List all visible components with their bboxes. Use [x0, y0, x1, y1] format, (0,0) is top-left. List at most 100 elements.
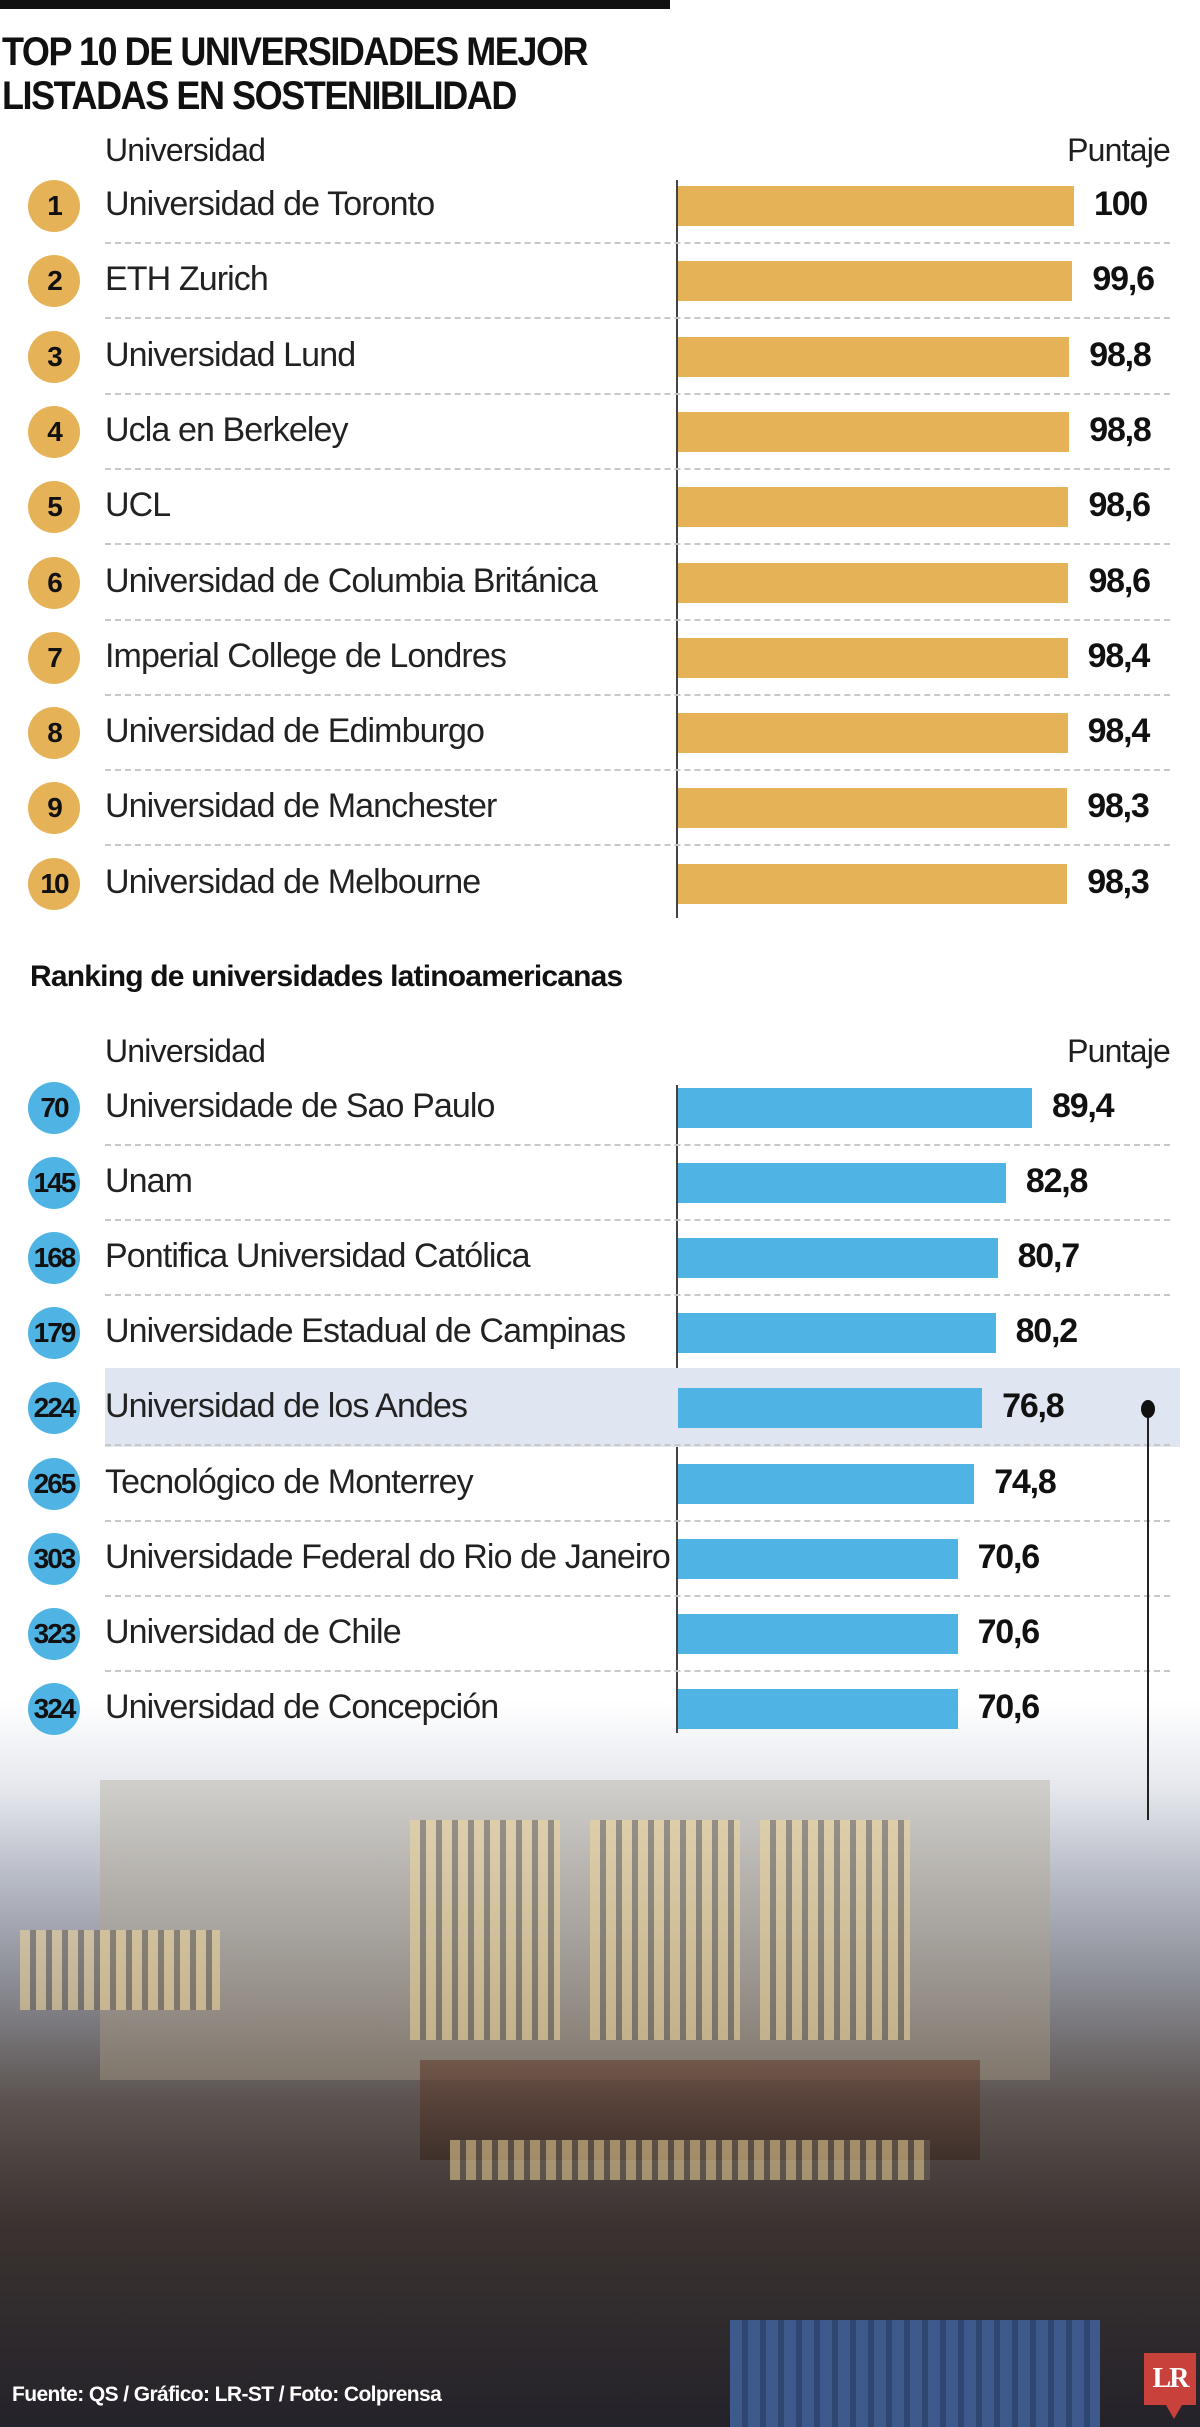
bar [678, 1463, 975, 1504]
bar-value-label: 76,8 [1002, 1387, 1065, 1426]
bar-value-label: 98,4 [1087, 636, 1151, 675]
bar-row: 9 Universidad de Manchester 98,3 [0, 770, 1200, 847]
row-separator [105, 1444, 1170, 1447]
bar [678, 1388, 983, 1429]
bar [678, 1163, 1006, 1204]
bar [678, 1613, 958, 1654]
university-name: UCL [105, 486, 171, 525]
lr-logo-text: LR [1152, 2363, 1190, 2394]
university-name: Universidad de Edimburgo [105, 712, 485, 751]
bar-row: 324 Universidad de Concepción 70,6 [0, 1671, 1200, 1746]
bar [678, 637, 1068, 678]
row-separator [105, 1294, 1170, 1297]
column-header-universidad: Universidad [105, 132, 266, 168]
chart-1-axis [676, 180, 678, 918]
bar-row: 3 Universidad Lund 98,8 [0, 319, 1200, 395]
title-line-2: LISTADAS EN SOSTENIBILIDAD [2, 74, 517, 118]
bar-row: 224 Universidad de los Andes 76,8 [0, 1368, 1200, 1448]
university-name: Ucla en Berkeley [105, 410, 349, 449]
bar-value-label: 89,4 [1052, 1087, 1115, 1125]
university-name: Universidade Estadual de Campinas [105, 1312, 626, 1351]
bar-value-label: 82,8 [1025, 1162, 1089, 1201]
bar [678, 336, 1070, 377]
university-name: Universidad de Columbia Británica [105, 561, 598, 600]
bar [678, 186, 1074, 226]
lr-logo: LR [1144, 2353, 1196, 2419]
university-name: Universidad de Melbourne [105, 862, 481, 901]
bar [678, 1538, 958, 1579]
row-separator [105, 618, 1170, 621]
rank-badge: 179 [28, 1307, 80, 1360]
bar-row: 10 Universidad de Melbourne 98,3 [0, 846, 1200, 921]
rank-badge: 7 [28, 631, 80, 684]
pointer-dot [1141, 1400, 1155, 1418]
bar-value-label: 100 [1094, 185, 1148, 223]
bar-row: 2 ETH Zurich 99,6 [0, 243, 1200, 320]
column-header-puntaje-2: Puntaje [1067, 1033, 1171, 1069]
row-separator [105, 1144, 1170, 1146]
rank-badge: 1 [28, 180, 80, 232]
bar-row: 179 Universidade Estadual de Campinas 80,2 [0, 1295, 1200, 1372]
bar [678, 788, 1068, 829]
rank-badge: 303 [28, 1532, 80, 1585]
rank-badge: 265 [28, 1457, 80, 1510]
rank-badge: 6 [28, 556, 80, 609]
chart-2-title: Ranking de universidades latinoamericana… [30, 960, 623, 993]
bar-row: 145 Unam 82,8 [0, 1145, 1200, 1222]
bar-value-label: 98,8 [1089, 410, 1152, 449]
row-separator [105, 1519, 1170, 1522]
row-separator [105, 1594, 1170, 1597]
university-name: Imperial College de Londres [105, 636, 507, 675]
column-header-universidad-2: Universidad [105, 1033, 266, 1069]
bar-row: 168 Pontifica Universidad Católica 80,7 [0, 1220, 1200, 1297]
rank-badge: 4 [28, 405, 80, 458]
row-separator [105, 467, 1170, 470]
row-separator [105, 1219, 1170, 1222]
university-name: Universidad de Chile [105, 1612, 402, 1651]
row-separator [105, 317, 1170, 320]
bar-value-label: 70,6 [977, 1537, 1041, 1576]
pointer-line [1147, 1410, 1149, 1820]
rank-badge: 2 [28, 255, 80, 308]
university-name: Universidade de Sao Paulo [105, 1087, 495, 1125]
rank-badge: 8 [28, 707, 80, 760]
bar-row: 70 Universidade de Sao Paulo 89,4 [0, 1070, 1200, 1146]
bar [678, 562, 1069, 603]
bar [678, 863, 1068, 904]
roof [730, 2320, 1100, 2427]
bar-value-label: 80,2 [1015, 1312, 1079, 1351]
bar-row: 265 Tecnológico de Monterrey 74,8 [0, 1446, 1200, 1522]
bar-value-label: 80,7 [1017, 1237, 1081, 1276]
row-separator [105, 543, 1170, 546]
row-separator [105, 242, 1170, 244]
university-name: Pontifica Universidad Católica [105, 1237, 531, 1276]
university-name: Universidad de Manchester [105, 787, 497, 826]
rank-badge: 5 [28, 481, 80, 534]
bar [678, 1088, 1033, 1128]
rank-badge: 324 [28, 1682, 80, 1735]
university-name: Universidad de Toronto [105, 185, 435, 223]
bar-row: 323 Universidad de Chile 70,6 [0, 1596, 1200, 1672]
bar-value-label: 98,3 [1087, 787, 1150, 826]
university-name: Universidade Federal do Rio de Janeiro [105, 1537, 671, 1576]
row-separator [105, 844, 1170, 847]
title-line-1: TOP 10 DE UNIVERSIDADES MEJOR [2, 30, 589, 74]
bar [678, 411, 1070, 452]
row-separator [105, 1669, 1170, 1672]
chart-title: TOP 10 DE UNIVERSIDADES MEJOR LISTADAS E… [2, 30, 589, 118]
bar [678, 1238, 998, 1279]
bar-row: 8 Universidad de Edimburgo 98,4 [0, 695, 1200, 772]
bar-row: 7 Imperial College de Londres 98,4 [0, 620, 1200, 696]
bar-row: 303 Universidade Federal do Rio de Janeir… [0, 1521, 1200, 1597]
bar-row: 4 Ucla en Berkeley 98,8 [0, 394, 1200, 470]
row-separator [105, 769, 1170, 772]
rank-badge: 10 [28, 857, 80, 910]
bar-value-label: 74,8 [994, 1462, 1057, 1501]
bar [678, 1313, 996, 1354]
rank-badge: 323 [28, 1607, 80, 1660]
rank-badge: 168 [28, 1232, 80, 1285]
university-name: Universidad de los Andes [105, 1387, 468, 1426]
bar [678, 1688, 958, 1729]
highlight-band [105, 1368, 1180, 1448]
rank-badge: 70 [28, 1082, 80, 1134]
